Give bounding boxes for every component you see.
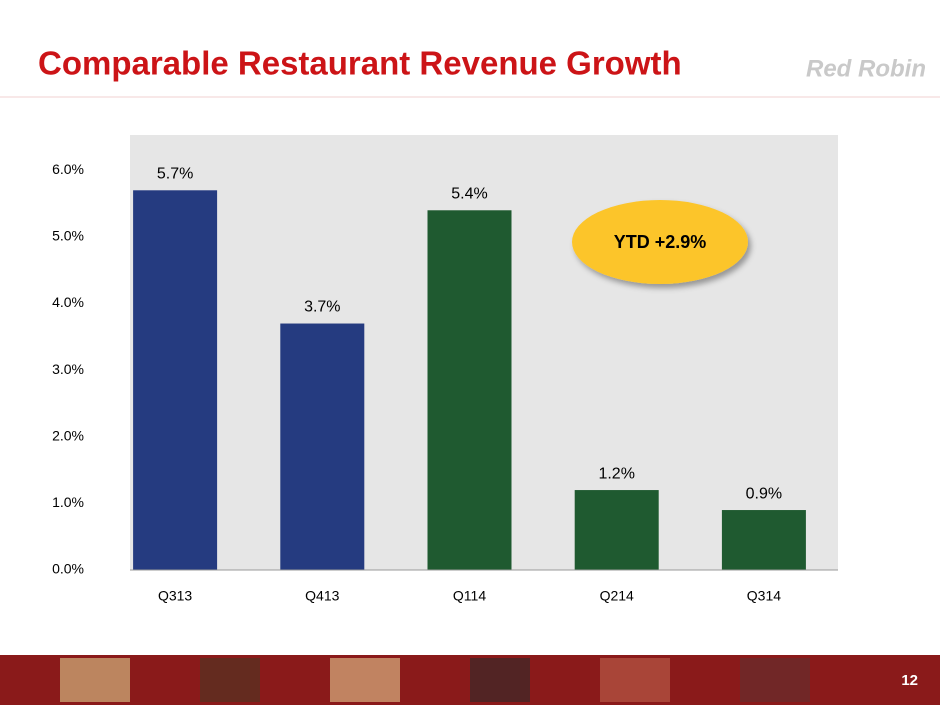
logo: Red Robin (806, 55, 926, 82)
x-tick-label: Q313 (158, 588, 192, 604)
photo (600, 658, 670, 702)
photo (330, 658, 400, 702)
slide-title: Comparable Restaurant Revenue Growth (38, 45, 682, 82)
value-label: 5.7% (157, 166, 193, 183)
y-tick-label: 1.0% (52, 494, 84, 510)
value-label: 5.4% (451, 185, 487, 202)
value-label: 0.9% (746, 485, 782, 502)
bar (574, 490, 659, 570)
y-tick-label: 0.0% (52, 561, 84, 577)
y-tick-label: 6.0% (52, 161, 84, 177)
value-label: 1.2% (598, 465, 634, 482)
bar (280, 323, 365, 570)
ytd-annotation: YTD +2.9% (614, 232, 707, 252)
x-tick-label: Q114 (453, 588, 486, 604)
photo (60, 658, 130, 702)
x-tick-label: Q314 (747, 588, 781, 604)
x-tick-label: Q413 (305, 588, 339, 604)
photo (740, 658, 810, 702)
bar (721, 510, 806, 570)
photo-strip (0, 655, 940, 705)
page-number: 12 (901, 672, 918, 689)
value-label: 3.7% (304, 299, 340, 316)
y-tick-label: 3.0% (52, 361, 84, 377)
ytd-badge (572, 200, 748, 284)
x-tick-label: Q214 (600, 588, 634, 604)
y-tick-label: 2.0% (52, 427, 84, 443)
photo (470, 658, 530, 702)
bar (133, 190, 218, 571)
photo (200, 658, 260, 702)
bar (427, 210, 512, 570)
y-tick-label: 4.0% (52, 294, 84, 310)
y-tick-label: 5.0% (52, 228, 84, 244)
